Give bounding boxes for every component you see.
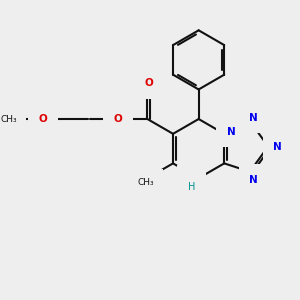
Text: H: H (188, 182, 195, 192)
Text: O: O (113, 114, 122, 124)
Text: O: O (39, 114, 48, 124)
Text: N: N (227, 127, 236, 136)
Text: O: O (145, 78, 153, 88)
Text: N: N (187, 176, 196, 185)
Text: CH₃: CH₃ (1, 115, 17, 124)
Text: N: N (249, 175, 258, 184)
Text: N: N (249, 112, 257, 123)
Text: CH₃: CH₃ (138, 178, 154, 187)
Text: N: N (273, 142, 282, 152)
